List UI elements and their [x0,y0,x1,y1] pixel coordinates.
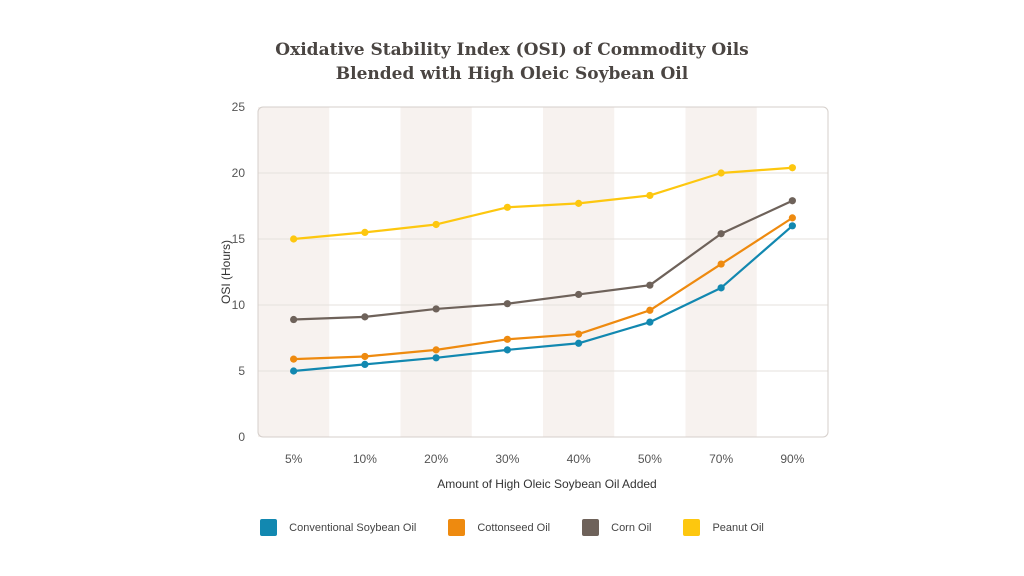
legend-label: Corn Oil [611,521,652,534]
y-tick-label: 25 [232,100,246,114]
chart-title-line-1: Oxidative Stability Index (OSI) of Commo… [275,40,749,60]
data-point[interactable] [361,352,369,361]
series-line [293,224,794,373]
data-point[interactable] [575,339,583,347]
legend-swatch [448,519,466,536]
chart-title-line-2: Blended with High Oleic Soybean Oil [335,64,689,84]
data-point[interactable] [717,260,725,268]
y-tick-label: 10 [232,298,246,312]
plot-frame [257,106,829,438]
x-tick-label: 40% [567,452,591,466]
category-band [685,107,757,437]
series-peanut-oil [290,164,796,243]
series-cottonseed-oil [290,214,796,363]
data-point[interactable] [646,281,654,289]
data-point[interactable] [432,354,440,362]
data-point[interactable] [646,318,654,326]
x-tick-label: 20% [424,452,448,466]
series-corn-oil [290,197,796,324]
x-axis-title: Amount of High Oleic Soybean Oil Added [437,477,656,491]
data-point[interactable] [290,235,298,243]
y-tick-label: 20 [232,166,246,180]
data-point[interactable] [788,197,796,205]
x-tick-label: 70% [709,452,733,466]
y-axis-title: OSI (Hours) [219,240,233,304]
data-point[interactable] [432,346,440,354]
legend-label: Peanut Oil [712,521,764,534]
y-axis-ticks: 0 5 10 15 20 25 [232,100,246,444]
data-point[interactable] [432,220,440,229]
series-conventional-soybean-oil [290,222,796,375]
series-line [293,199,793,321]
data-point[interactable] [290,355,298,363]
series-lines [290,164,796,375]
data-point[interactable] [788,222,796,230]
legend-label: Conventional Soybean Oil [289,521,417,534]
chart-title: Oxidative Stability Index (OSI) of Commo… [0,38,1024,86]
category-band [543,107,615,437]
x-tick-label: 5% [285,452,303,466]
data-point[interactable] [361,313,369,321]
series-line [293,216,793,361]
legend-label: Cottonseed Oil [477,521,551,534]
series-line [293,166,793,241]
category-bands [258,107,757,437]
x-tick-label: 10% [353,452,377,466]
data-point[interactable] [646,191,654,200]
x-tick-label: 90% [780,452,804,466]
y-tick-label: 0 [238,430,245,444]
category-band [258,107,330,437]
data-point[interactable] [788,164,796,172]
legend-item[interactable]: Conventional Soybean Oil [260,519,416,536]
legend-swatch [260,519,278,536]
data-point[interactable] [503,203,511,211]
data-point[interactable] [432,305,440,313]
category-band [400,107,472,437]
data-point[interactable] [575,330,583,338]
x-axis-ticks: 5% 10% 20% 30% 40% 50% 70% 90% [285,452,805,466]
data-point[interactable] [361,360,369,368]
y-tick-label: 15 [232,232,246,246]
data-point[interactable] [788,214,796,222]
data-point[interactable] [290,367,298,375]
legend-swatch [683,519,701,536]
data-point[interactable] [646,306,654,314]
data-point[interactable] [717,169,725,177]
data-point[interactable] [503,300,511,308]
legend-swatch [582,519,600,536]
data-point[interactable] [717,230,725,238]
legend-item[interactable]: Corn Oil [582,519,651,536]
data-point[interactable] [361,228,369,236]
x-tick-label: 30% [495,452,519,466]
data-point[interactable] [575,290,583,299]
legend: Conventional Soybean Oil Cottonseed Oil Co… [0,519,1024,536]
data-point[interactable] [290,315,298,324]
gridlines [258,172,828,372]
x-tick-label: 50% [638,452,662,466]
legend-item[interactable]: Peanut Oil [683,519,764,536]
legend-item[interactable]: Cottonseed Oil [448,519,550,536]
y-tick-label: 5 [238,364,245,378]
data-point[interactable] [503,346,511,354]
data-point[interactable] [717,284,725,292]
data-point[interactable] [503,335,511,343]
data-point[interactable] [575,199,583,207]
